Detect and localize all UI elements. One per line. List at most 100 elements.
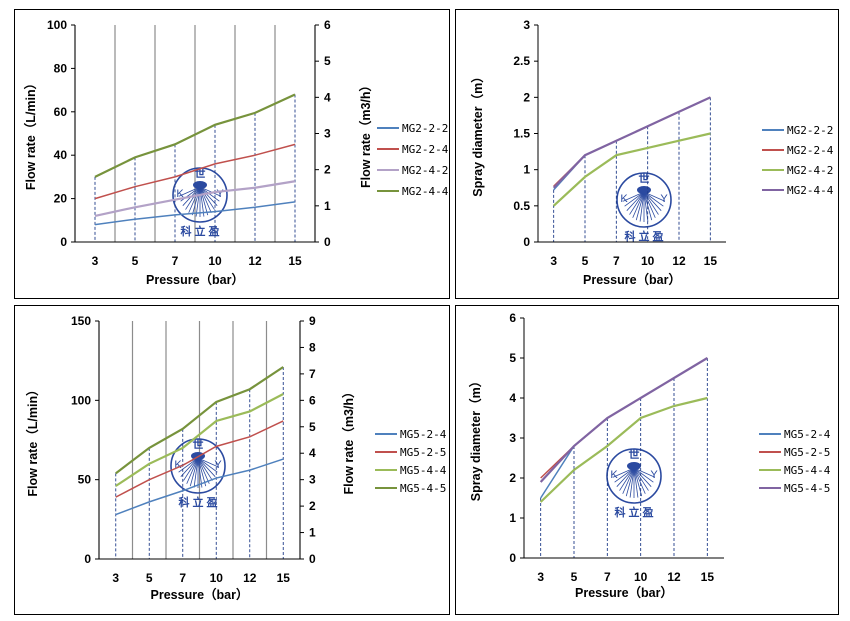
y-axis-label: Spray diameter（m）: [470, 70, 485, 196]
x-axis-label: Pressure（bar）: [146, 272, 244, 287]
y2-axis-label: Flow rate（m3/h）: [341, 385, 356, 494]
watermark-ray: [622, 467, 635, 494]
y-axis-label: Spray diameter（m）: [468, 375, 483, 501]
x-tick-label: 5: [132, 254, 139, 268]
watermark-ray: [622, 191, 645, 202]
y2-tick-label: 2: [324, 163, 331, 177]
spray-diameter-chart-mg2: 世K Y 科 立 盈 0 0.5 1 1.5 2 2.5 3 3 5 7 10 12 15 Pressure（b…: [470, 18, 834, 287]
y2-tick-label: 5: [324, 54, 331, 68]
watermark-letter-k: K: [620, 193, 628, 205]
watermark-ray: [643, 191, 653, 221]
y-tick-label: 2: [523, 90, 530, 104]
y2-tick-label: 5: [309, 420, 316, 434]
watermark-cjk-top: 世: [193, 437, 204, 451]
x-tick-label: 15: [277, 571, 291, 585]
watermark-ray: [614, 467, 635, 483]
watermark-cjk-top: 世: [629, 447, 640, 461]
y-tick-label: 60: [54, 105, 68, 119]
watermark-ray: [199, 186, 218, 206]
series-line-mg5-4-4: [115, 393, 284, 487]
watermark-ray: [199, 186, 209, 216]
series-line-mg2-4-4: [552, 96, 711, 189]
y2-tick-label: 6: [324, 18, 331, 32]
legend-label: MG2-4-2: [402, 164, 448, 177]
watermark-letter-y: Y: [216, 188, 224, 200]
y2-tick-label: 8: [309, 340, 316, 354]
y2-tick-label: 2: [309, 499, 316, 513]
watermark-ray: [199, 186, 222, 197]
legend-label: MG2-2-4: [787, 144, 834, 157]
y2-tick-label: 4: [324, 90, 331, 104]
series-line-mg2-2-4: [553, 96, 711, 187]
x-tick-label: 3: [92, 254, 99, 268]
y2-tick-label: 7: [309, 367, 316, 381]
watermark-ray: [178, 457, 199, 473]
watermark-ray: [643, 191, 659, 215]
legend-label: MG5-4-4: [784, 464, 831, 477]
watermark-ray: [199, 186, 215, 210]
watermark-ray: [195, 186, 201, 217]
watermark-ray: [629, 191, 645, 215]
x-tick-label: 12: [667, 570, 681, 584]
watermark-ray: [616, 467, 635, 487]
y-tick-label: 2: [509, 471, 516, 485]
series-line-mg5-4-5: [539, 357, 708, 483]
watermark-ray: [193, 457, 199, 488]
x-tick-label: 12: [243, 571, 257, 585]
x-tick-label: 12: [672, 254, 686, 268]
watermark-ray: [633, 467, 639, 498]
watermark-ray: [197, 457, 207, 487]
watermark-ring: [616, 172, 672, 228]
x-tick-label: 10: [210, 571, 224, 585]
x-tick-label: 5: [571, 570, 578, 584]
y-tick-label: 150: [71, 314, 91, 328]
watermark-letter-y: Y: [214, 459, 222, 471]
y-tick-label: 0: [84, 552, 91, 566]
legend-label: MG5-2-4: [784, 428, 831, 441]
watermark-cjk-bottom: 科 立 盈: [624, 229, 663, 243]
legend-label: MG5-4-5: [400, 482, 446, 495]
y2-tick-label: 3: [324, 127, 331, 141]
y-tick-label: 3: [509, 431, 516, 445]
y-tick-label: 0.5: [513, 199, 530, 213]
legend-label: MG2-2-4: [402, 143, 449, 156]
series-line-mg2-2-4: [94, 143, 296, 200]
y-tick-label: 1: [523, 163, 530, 177]
legend-label: MG5-2-5: [784, 446, 830, 459]
watermark-ray: [197, 457, 203, 488]
watermark-ray: [197, 457, 220, 468]
watermark-ray: [188, 186, 201, 213]
watermark-ray: [180, 457, 199, 477]
watermark-ray: [199, 186, 205, 217]
x-tick-label: 10: [641, 254, 655, 268]
watermark-letter-k: K: [610, 469, 618, 481]
legend-label: MG2-4-4: [402, 185, 449, 198]
watermark-ray: [189, 457, 199, 487]
y-tick-label: 100: [71, 393, 91, 407]
y2-tick-label: 1: [324, 199, 331, 213]
y-tick-label: 0: [523, 235, 530, 249]
y-tick-label: 2.5: [513, 54, 530, 68]
series-line-mg2-4-2: [94, 180, 296, 218]
watermark-ray: [186, 457, 199, 484]
legend-label: MG2-2-2: [402, 122, 448, 135]
watermark-ray: [197, 457, 213, 481]
y-tick-label: 1: [509, 511, 516, 525]
y-tick-label: 100: [47, 18, 67, 32]
y-tick-label: 50: [78, 473, 92, 487]
watermark-ray: [626, 191, 645, 211]
watermark-cjk-bottom: 科 立 盈: [178, 495, 217, 509]
watermark-logo: 世K Y 科 立 盈: [616, 171, 672, 243]
x-tick-label: 3: [550, 254, 557, 268]
watermark-cjk-top: 世: [639, 171, 650, 185]
x-tick-label: 7: [604, 570, 611, 584]
y-tick-label: 4: [509, 391, 516, 405]
watermark-letter-y: Y: [660, 193, 668, 205]
y-tick-label: 5: [509, 351, 516, 365]
series-line-mg5-4-5: [115, 366, 284, 475]
